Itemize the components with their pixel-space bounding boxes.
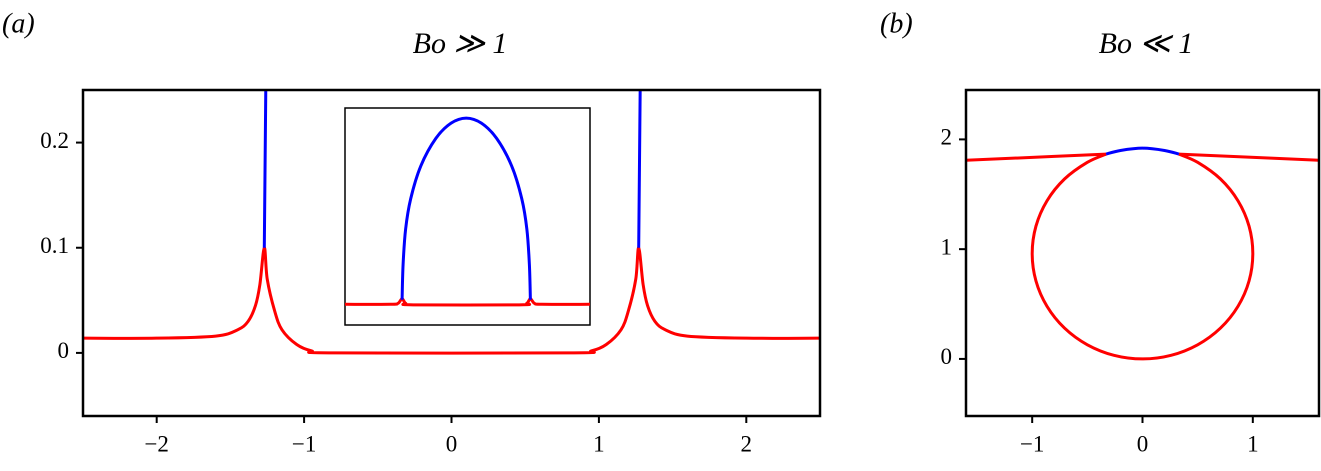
panel-label: (b) (880, 8, 913, 39)
x-tick-label: −1 (1020, 431, 1044, 456)
y-tick-label: 0 (941, 344, 953, 369)
curve (83, 246, 820, 355)
curve (966, 152, 1319, 162)
x-tick-label: 0 (446, 431, 458, 456)
y-tick-label: 0 (58, 338, 70, 363)
chart-title: Bo ≪ 1 (1099, 27, 1194, 60)
curve (345, 297, 590, 307)
y-tick-label: 2 (941, 125, 953, 150)
x-tick-label: −2 (144, 431, 168, 456)
chart-title: Bo ≫ 1 (413, 27, 508, 60)
curve (400, 116, 532, 300)
x-tick-label: 2 (741, 431, 753, 456)
y-tick-label: 0.2 (40, 128, 69, 153)
y-tick-label: 1 (941, 234, 953, 259)
x-tick-label: 1 (1247, 431, 1259, 456)
x-tick-label: 0 (1137, 431, 1149, 456)
inset-frame (344, 107, 591, 326)
curve (1105, 146, 1180, 156)
plot-frame (964, 88, 1321, 418)
y-tick-label: 0.1 (40, 233, 69, 258)
curve (1030, 152, 1255, 361)
curve (262, 90, 642, 248)
panel-label: (a) (2, 8, 35, 39)
plot-frame (81, 88, 822, 418)
x-tick-label: −1 (292, 431, 316, 456)
x-tick-label: 1 (593, 431, 605, 456)
